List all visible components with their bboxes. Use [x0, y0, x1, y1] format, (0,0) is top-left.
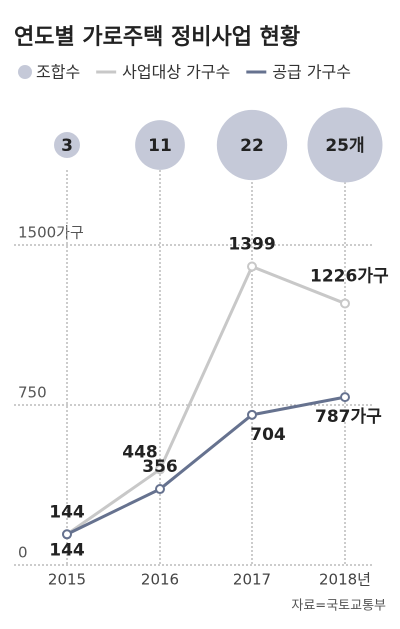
legend-label: 공급 가구수	[272, 63, 351, 82]
x-tick-label: 2016	[141, 571, 179, 589]
chart-title: 연도별 가로주택 정비사업 현황	[14, 25, 300, 50]
point	[340, 392, 350, 403]
y-tick-label: 1500가구	[18, 224, 84, 242]
value-label: 144	[49, 540, 85, 560]
value-label: 787가구	[315, 407, 382, 427]
bubble-label: 3	[61, 136, 73, 156]
y-tick-label: 750	[18, 384, 47, 402]
series-line	[66, 395, 346, 536]
bubble-label: 25개	[325, 136, 364, 156]
value-label: 1226가구	[310, 266, 389, 286]
legend-label: 조합수	[36, 63, 80, 82]
bubble	[54, 132, 80, 158]
x-tick-label: 2018년	[319, 571, 371, 589]
y-tick-label: 0	[18, 544, 28, 562]
value-label: 704	[250, 425, 286, 445]
source: 자료=국토교통부	[291, 599, 386, 614]
x-tick-label: 2017	[233, 571, 271, 589]
value-label: 448	[122, 442, 158, 462]
legend-label: 사업대상 가구수	[122, 63, 230, 82]
point	[340, 298, 350, 309]
point	[247, 409, 257, 420]
point	[155, 464, 165, 475]
value-label: 144	[49, 502, 85, 522]
bubble	[135, 120, 185, 170]
point	[155, 484, 165, 495]
series-line	[66, 264, 346, 536]
x-tick-label: 2015	[48, 571, 86, 589]
value-label: 1399	[228, 235, 275, 255]
value-label: 356	[142, 457, 178, 477]
bubble	[307, 107, 383, 183]
point	[62, 529, 72, 540]
bubble-label: 11	[148, 136, 172, 156]
bubble-label: 22	[240, 136, 264, 156]
legend-marker	[18, 65, 32, 79]
point	[247, 261, 257, 272]
bubble	[216, 109, 288, 181]
